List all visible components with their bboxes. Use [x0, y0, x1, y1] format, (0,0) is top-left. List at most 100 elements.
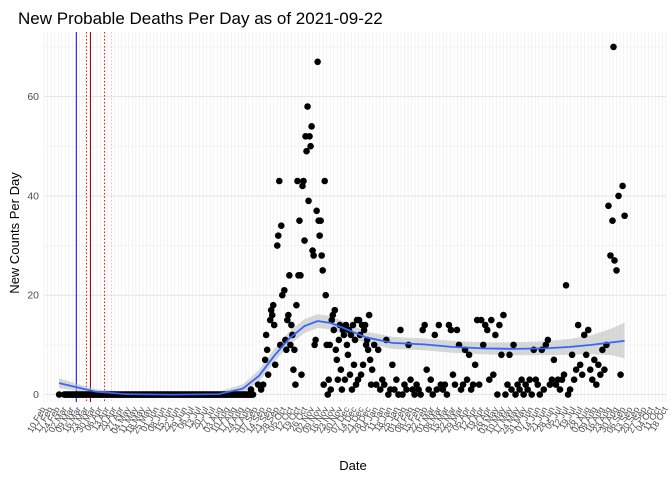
data-point — [259, 381, 267, 388]
data-point — [512, 391, 519, 398]
data-point — [308, 123, 315, 130]
data-point — [599, 346, 606, 354]
data-point — [469, 381, 477, 388]
data-point — [494, 391, 501, 398]
data-point — [374, 346, 382, 354]
data-point — [249, 391, 257, 398]
data-point — [247, 386, 255, 393]
data-point — [376, 386, 384, 393]
data-point — [257, 386, 265, 393]
data-point — [427, 376, 435, 383]
data-point — [346, 371, 354, 378]
data-point — [357, 371, 365, 378]
data-point — [528, 391, 536, 398]
data-point — [498, 351, 505, 359]
data-point — [524, 386, 531, 393]
y-tick-label: 20 — [27, 290, 39, 302]
data-point — [405, 341, 412, 349]
data-point — [370, 341, 378, 349]
data-point — [278, 291, 286, 299]
data-point — [385, 391, 392, 398]
data-point — [570, 376, 578, 383]
data-point — [328, 316, 336, 324]
data-point — [296, 217, 303, 225]
data-point — [467, 386, 475, 393]
data-point — [449, 371, 457, 378]
data-point — [389, 361, 396, 369]
data-point — [443, 391, 451, 398]
data-point — [588, 376, 596, 383]
data-point — [520, 391, 527, 398]
data-point — [300, 177, 307, 185]
data-point — [337, 366, 345, 374]
data-point — [325, 376, 333, 383]
data-point — [350, 361, 358, 369]
data-point — [262, 331, 270, 339]
data-point — [526, 376, 533, 383]
data-point — [324, 391, 332, 398]
data-point — [401, 381, 408, 388]
data-point — [359, 361, 367, 369]
data-point — [365, 311, 373, 319]
data-point — [500, 311, 507, 319]
data-point — [367, 381, 375, 388]
data-point — [421, 321, 428, 329]
data-point — [566, 386, 574, 393]
data-point — [605, 202, 612, 210]
data-point — [283, 346, 290, 354]
data-point — [439, 386, 447, 393]
data-point — [267, 306, 275, 314]
data-point — [471, 361, 479, 369]
data-point — [271, 361, 279, 369]
data-point — [316, 232, 323, 239]
data-point — [305, 197, 312, 205]
data-point — [331, 306, 339, 314]
data-point — [558, 376, 566, 383]
data-point — [399, 391, 406, 398]
data-point — [572, 366, 580, 374]
data-point — [465, 351, 473, 359]
data-point — [285, 311, 292, 319]
data-point — [264, 371, 272, 378]
data-point — [334, 376, 342, 383]
data-point — [307, 142, 314, 150]
reference-lines — [75, 32, 113, 402]
data-point — [556, 386, 564, 393]
data-point — [607, 252, 614, 259]
data-point — [290, 366, 297, 374]
data-point — [419, 326, 426, 334]
data-point — [266, 316, 274, 324]
data-point — [397, 326, 404, 334]
data-point — [309, 247, 316, 254]
data-point — [485, 376, 493, 383]
data-point — [425, 386, 433, 393]
data-point — [514, 381, 521, 388]
data-point — [546, 381, 554, 388]
data-point — [403, 386, 410, 393]
data-point — [593, 381, 600, 388]
x-axis-title: Date — [339, 458, 366, 473]
data-point — [540, 386, 548, 393]
data-point — [332, 346, 340, 354]
data-point — [254, 381, 262, 388]
data-point — [319, 267, 326, 274]
data-point — [299, 182, 306, 190]
data-point — [601, 366, 608, 374]
data-point — [536, 391, 544, 398]
data-point — [347, 331, 355, 339]
data-point — [366, 356, 374, 364]
data-point — [303, 147, 310, 155]
smooth-line — [58, 320, 625, 396]
data-point — [362, 341, 370, 349]
data-point — [552, 381, 560, 388]
data-point — [263, 346, 271, 354]
data-point — [591, 356, 598, 364]
data-point — [613, 267, 620, 274]
data-point — [542, 341, 550, 349]
data-point — [268, 311, 276, 319]
data-point — [393, 376, 400, 383]
data-point — [574, 321, 582, 329]
data-point — [287, 341, 294, 349]
data-point — [492, 331, 499, 339]
